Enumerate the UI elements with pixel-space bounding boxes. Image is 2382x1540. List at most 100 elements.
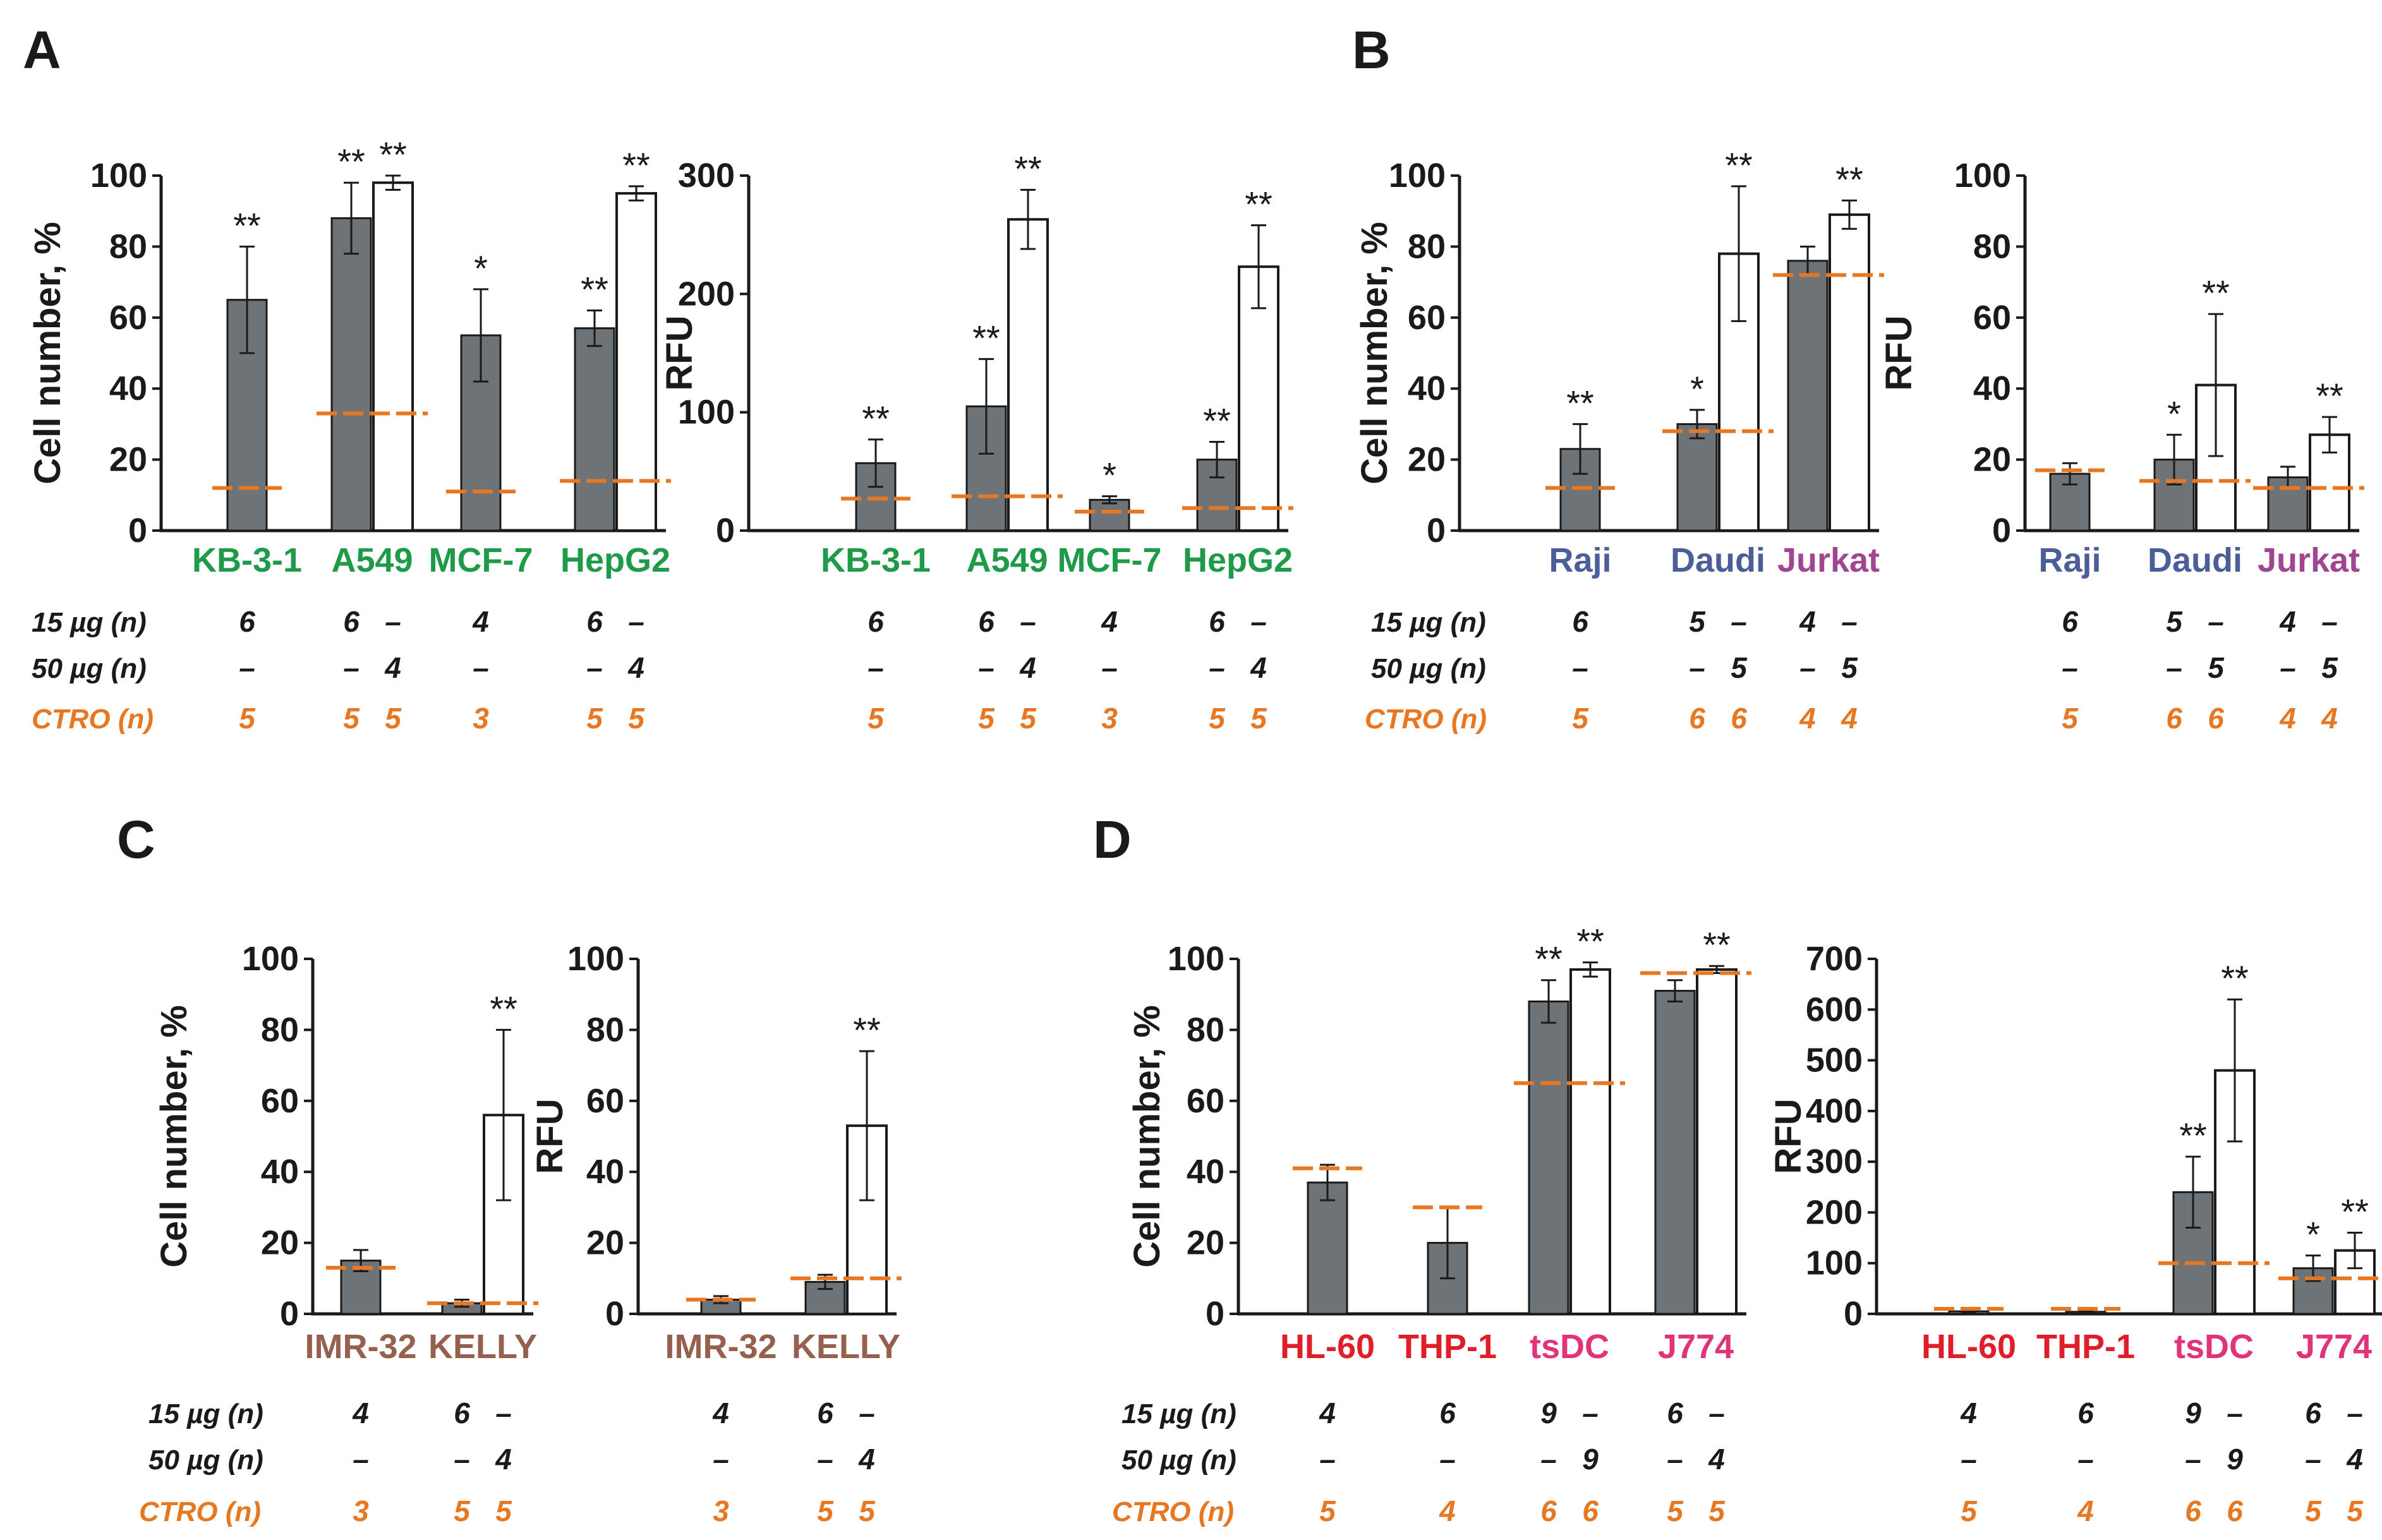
n-50ug: – [713, 1443, 729, 1476]
bar-filled [1676, 423, 1718, 532]
n-50ug-filled-dash: – [978, 651, 995, 684]
row-label-15ug-b: 15 µg (n) [1371, 607, 1486, 638]
y-axis-title: RFU [1768, 1098, 1809, 1174]
category-label: KELLY [792, 1328, 900, 1366]
y-tick-label: 40 [109, 370, 147, 407]
n-ctro: 5 [1250, 702, 1267, 735]
y-tick-label: 100 [1389, 157, 1446, 195]
significance-label: ** [1725, 145, 1753, 185]
panel-label-d: D [1093, 810, 1132, 869]
n-ctro: 5 [343, 702, 360, 735]
n-15ug: 4 [352, 1397, 369, 1429]
n-15ug-open-dash: – [2208, 605, 2224, 638]
n-row-labels-d: 15 µg (n) 50 µg (n) CTRO (n) [1112, 1399, 1236, 1527]
y-tick-label: 20 [109, 441, 147, 479]
bar-open [1238, 265, 1279, 532]
n-50ug: 9 [1582, 1443, 1599, 1476]
n-ctro: 5 [1209, 702, 1226, 735]
n-50ug: – [2077, 1443, 2094, 1476]
n-50ug: – [2062, 651, 2078, 684]
n-ctro: 5 [1708, 1495, 1726, 1527]
bar-open [1007, 218, 1049, 532]
row-label-ctro-a: CTRO (n) [32, 704, 154, 735]
y-tick-label: 100 [90, 157, 147, 195]
significance-label: ** [2316, 376, 2343, 416]
n-50ug-filled-dash: – [1209, 651, 1225, 684]
chart-D-right: 0100200300400500600700RFUHL-604–5THP-16–… [1768, 940, 2382, 1527]
category-label: J774 [2296, 1328, 2372, 1366]
n-50ug: 5 [1841, 651, 1858, 684]
n-15ug: 6 [2062, 605, 2078, 638]
n-15ug: 6 [239, 605, 255, 638]
significance-label: * [1690, 369, 1704, 409]
bar-open [1696, 968, 1738, 1315]
n-15ug: 9 [1540, 1397, 1557, 1429]
n-ctro: 6 [2185, 1495, 2201, 1527]
y-tick-label: 0 [280, 1295, 299, 1333]
n-50ug: – [1961, 1443, 1977, 1476]
n-15ug: 4 [1319, 1397, 1336, 1429]
y-tick-label: 60 [586, 1082, 624, 1120]
significance-label: * [2167, 394, 2181, 433]
n-50ug-filled-dash: – [2305, 1443, 2321, 1476]
y-tick-label: 0 [1844, 1295, 1863, 1333]
category-label: IMR-32 [665, 1328, 777, 1366]
bar-filled [574, 327, 615, 532]
n-ctro: 5 [978, 702, 995, 735]
significance-label: ** [1703, 925, 1731, 965]
significance-label: ** [1014, 148, 1042, 188]
n-ctro: 4 [2279, 702, 2296, 735]
n-50ug: 5 [2321, 651, 2338, 684]
y-tick-label: 0 [128, 512, 147, 550]
n-ctro: 4 [1439, 1495, 1456, 1527]
n-row-labels-c: 15 µg (n) 50 µg (n) CTRO (n) [139, 1399, 263, 1527]
n-50ug: – [1572, 651, 1588, 684]
category-label: HL-60 [1921, 1328, 2016, 1366]
bar-open [372, 181, 414, 532]
n-15ug: 6 [868, 605, 884, 638]
significance-label: * [1103, 455, 1116, 495]
significance-label: ** [2341, 1192, 2369, 1232]
y-tick-label: 400 [1806, 1092, 1863, 1130]
row-label-50ug-a: 50 µg (n) [32, 653, 147, 684]
category-label: Raji [1549, 541, 1611, 579]
n-15ug-open-dash: – [628, 605, 644, 638]
y-tick-label: 0 [716, 512, 735, 550]
category-label: tsDC [1530, 1328, 1609, 1366]
n-15ug: 6 [2305, 1397, 2321, 1429]
n-50ug-filled-dash: – [1689, 651, 1705, 684]
n-15ug-open-dash: – [1841, 605, 1858, 638]
n-50ug: – [239, 651, 255, 684]
n-15ug: 6 [343, 605, 360, 638]
significance-label: ** [490, 989, 517, 1028]
y-tick-label: 100 [567, 940, 624, 978]
category-label: Daudi [2148, 541, 2242, 579]
y-tick-label: 80 [1187, 1011, 1224, 1049]
n-ctro: 5 [859, 1495, 876, 1527]
y-axis-title: RFU [659, 315, 700, 390]
n-50ug: 4 [627, 651, 644, 684]
y-tick-label: 40 [1408, 370, 1446, 407]
y-tick-label: 100 [1168, 940, 1224, 978]
n-15ug-open-dash: – [859, 1397, 875, 1429]
category-label: Jurkat [1777, 541, 1880, 579]
n-50ug: 4 [1250, 651, 1267, 684]
significance-label: ** [1245, 184, 1273, 224]
significance-label: ** [1576, 922, 1604, 961]
category-label: KELLY [428, 1328, 537, 1366]
y-tick-label: 60 [1973, 299, 2011, 337]
n-15ug-open-dash: – [2321, 605, 2338, 638]
category-label: MCF-7 [1058, 541, 1162, 579]
n-50ug: 5 [1731, 651, 1748, 684]
n-ctro: 6 [1731, 702, 1747, 735]
significance-label: ** [1566, 383, 1594, 423]
n-15ug: 6 [1439, 1397, 1456, 1429]
y-tick-label: 100 [1806, 1244, 1863, 1282]
category-label: THP-1 [2036, 1328, 2135, 1366]
y-tick-label: 80 [586, 1011, 624, 1049]
n-ctro: 5 [2347, 1495, 2364, 1527]
